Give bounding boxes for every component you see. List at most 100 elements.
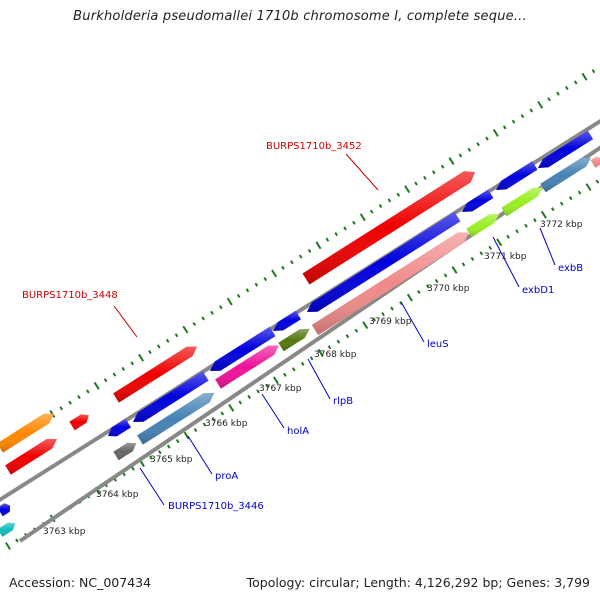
scale-tick — [448, 157, 455, 165]
scale-tick — [86, 389, 90, 394]
scale-tick — [271, 269, 278, 278]
scale-tick — [345, 334, 350, 339]
scale-tick — [396, 192, 401, 197]
scale-tick — [343, 226, 347, 231]
scale-tick — [520, 114, 525, 119]
scale-label: 3771 kbp — [484, 252, 527, 262]
callout-burps1710b-3446 — [139, 467, 165, 506]
scale-tick — [121, 366, 126, 372]
scale-tick — [15, 538, 19, 543]
scale-tick — [515, 229, 519, 234]
scale-tick — [219, 305, 223, 310]
scale-tick — [254, 282, 259, 287]
feature-exbd1-shade — [466, 213, 500, 238]
scale-tick — [307, 248, 312, 254]
scale-tick — [568, 196, 573, 201]
genome-summary-text: Topology: circular; Length: 4,126,292 bp… — [246, 575, 590, 590]
feature-blue-2-shade — [133, 371, 209, 422]
callout-burps1710b-3452 — [345, 153, 379, 191]
scale-tick — [149, 455, 153, 460]
scale-tick — [362, 321, 369, 330]
callout-exbb — [539, 227, 556, 266]
scale-tick — [354, 328, 359, 333]
feature-cyan-shade — [0, 522, 16, 537]
feature-exbb-shade — [501, 187, 543, 217]
inner-tick-track — [5, 179, 600, 550]
scale-tick — [226, 297, 233, 306]
scale-tick — [434, 278, 439, 284]
scale-tick — [417, 289, 421, 295]
scale-tick — [540, 210, 547, 219]
gene-label-burps1710b-3452[interactable]: BURPS1710b_3452 — [266, 141, 362, 152]
scale-tick — [485, 136, 489, 141]
callout-exbd1 — [492, 236, 520, 288]
gene-label-hola[interactable]: holA — [287, 426, 309, 437]
scale-label: 3764 kbp — [96, 490, 139, 500]
feature-red-left-shade — [5, 439, 58, 475]
scale-tick — [334, 232, 339, 237]
scale-tick — [315, 241, 322, 250]
scale-tick — [290, 260, 294, 265]
scale-tick — [506, 234, 510, 239]
scale-tick — [381, 312, 385, 317]
gene-label-exbb[interactable]: exbB — [558, 263, 583, 274]
scale-tick — [537, 100, 544, 109]
scale-tick — [573, 80, 578, 85]
feature-blue-long-shade — [307, 212, 461, 312]
scale-tick — [372, 317, 376, 322]
feature-orange-shade — [0, 413, 55, 453]
scale-tick — [5, 542, 11, 550]
scale-tick — [443, 273, 448, 278]
feature-hola-shade — [215, 345, 279, 389]
scale-tick — [112, 372, 117, 377]
scale-tick — [174, 333, 179, 338]
scale-tick — [59, 406, 64, 411]
scale-tick — [390, 306, 394, 311]
scale-tick — [440, 164, 445, 169]
scale-tick — [479, 251, 484, 256]
feature-blue-5-shade — [462, 189, 494, 212]
scale-tick — [565, 85, 569, 91]
map-title: Burkholderia pseudomallei 1710b chromoso… — [73, 9, 527, 24]
scale-tick — [182, 325, 189, 334]
scale-tick — [325, 237, 330, 242]
scale-tick — [228, 404, 235, 412]
scale-tick — [175, 439, 180, 444]
scale-tick — [352, 220, 356, 225]
scale-tick — [77, 394, 81, 400]
scale-tick — [595, 179, 600, 184]
feature-blue-steel-right-shade — [540, 157, 592, 193]
scale-tick — [533, 218, 537, 223]
scale-tick — [210, 310, 214, 315]
scale-label: 3767 kbp — [259, 384, 302, 394]
scale-tick — [451, 266, 458, 274]
scale-tick — [461, 262, 466, 267]
scale-tick — [263, 277, 268, 282]
scale-tick — [291, 367, 296, 372]
scale-tick — [183, 431, 190, 440]
gene-label-exbd1[interactable]: exbD1 — [522, 285, 554, 296]
scale-tick — [550, 207, 555, 212]
feature-blue-4-shade — [273, 310, 301, 331]
scale-tick — [559, 201, 564, 206]
gene-label-burps1710b-3448[interactable]: BURPS1710b_3448 — [22, 290, 118, 301]
scale-tick — [166, 444, 171, 449]
scale-tick — [470, 256, 475, 261]
feature-blue-3-shade — [210, 326, 276, 371]
scale-tick — [130, 361, 134, 366]
scale-tick — [247, 394, 251, 399]
label-callouts — [113, 153, 556, 506]
scale-tick — [404, 185, 411, 194]
scale-tick — [529, 108, 534, 113]
gene-label-rlpb[interactable]: rlpB — [333, 396, 353, 407]
scale-tick — [336, 339, 341, 344]
scale-tick — [283, 372, 287, 377]
gene-label-leus[interactable]: leuS — [427, 339, 449, 350]
callout-rlpb — [307, 358, 331, 400]
scale-tick — [148, 350, 152, 355]
gene-label-proa[interactable]: proA — [215, 471, 238, 482]
scale-tick — [327, 345, 332, 350]
gene-label-burps1710b-3446[interactable]: BURPS1710b_3446 — [168, 501, 264, 512]
scale-tick — [272, 376, 279, 385]
scale-tick — [399, 300, 403, 306]
